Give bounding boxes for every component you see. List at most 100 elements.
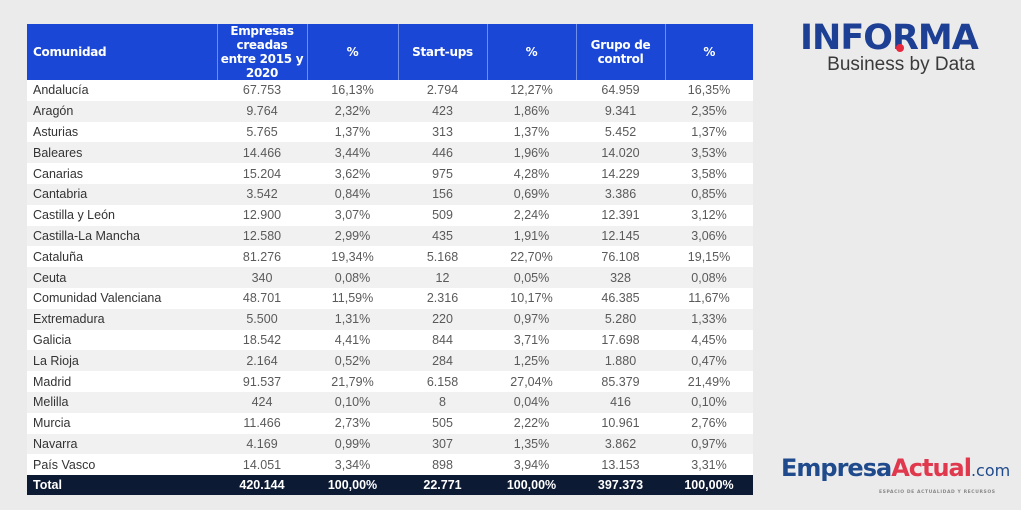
- total-label: Total: [27, 475, 217, 496]
- total-value: 397.373: [576, 475, 665, 496]
- value-cell: 11,59%: [307, 287, 398, 309]
- value-cell: 2,73%: [307, 412, 398, 434]
- value-cell: 22,70%: [487, 246, 576, 268]
- value-cell: 0,99%: [307, 433, 398, 455]
- value-cell: 0,04%: [487, 391, 576, 413]
- value-cell: 0,10%: [665, 391, 753, 413]
- value-cell: 3.862: [576, 433, 665, 455]
- region-cell: Andalucía: [27, 80, 217, 101]
- table-header-row: Comunidad Empresas creadas entre 2015 y 2…: [27, 24, 753, 80]
- table-row: Cataluña 81.276 19,34% 5.168 22,70% 76.108 19,…: [27, 246, 753, 268]
- value-cell: 19,34%: [307, 246, 398, 268]
- value-cell: 3,44%: [307, 142, 398, 164]
- value-cell: 220: [398, 308, 487, 330]
- total-row: Total 420.144 100,00% 22.771 100,00% 397.373 1…: [27, 475, 753, 496]
- table-row: Castilla-La Mancha 12.580 2,99% 435 1,91% 12.…: [27, 225, 753, 247]
- table-row: La Rioja 2.164 0,52% 284 1,25% 1.880 0,47%: [27, 350, 753, 372]
- value-cell: 10,17%: [487, 287, 576, 309]
- region-cell: Aragón: [27, 100, 217, 122]
- value-cell: 46.385: [576, 287, 665, 309]
- value-cell: 3,07%: [307, 204, 398, 226]
- table-row: Extremadura 5.500 1,31% 220 0,97% 5.280 1,33%: [27, 308, 753, 330]
- value-cell: 509: [398, 204, 487, 226]
- region-cell: La Rioja: [27, 350, 217, 372]
- value-cell: 423: [398, 100, 487, 122]
- table-row: Madrid 91.537 21,79% 6.158 27,04% 85.379 21,49…: [27, 371, 753, 392]
- value-cell: 3,58%: [665, 163, 753, 184]
- value-cell: 21,49%: [665, 371, 753, 392]
- value-cell: 1,37%: [307, 121, 398, 143]
- region-cell: Ceuta: [27, 267, 217, 288]
- logo-part-actual: Actual: [891, 454, 972, 482]
- value-cell: 424: [217, 391, 307, 413]
- value-cell: 5.280: [576, 308, 665, 330]
- value-cell: 3.386: [576, 183, 665, 205]
- value-cell: 2.164: [217, 350, 307, 372]
- value-cell: 15.204: [217, 163, 307, 184]
- logo-part-empresa: Empresa: [781, 454, 892, 482]
- value-cell: 3,12%: [665, 204, 753, 226]
- value-cell: 6.158: [398, 371, 487, 392]
- value-cell: 9.341: [576, 100, 665, 122]
- value-cell: 0,85%: [665, 183, 753, 205]
- value-cell: 307: [398, 433, 487, 455]
- table-row: Navarra 4.169 0,99% 307 1,35% 3.862 0,97%: [27, 433, 753, 455]
- value-cell: 3,94%: [487, 454, 576, 476]
- value-cell: 5.500: [217, 308, 307, 330]
- value-cell: 1,96%: [487, 142, 576, 164]
- region-cell: Navarra: [27, 433, 217, 455]
- value-cell: 13.153: [576, 454, 665, 476]
- value-cell: 844: [398, 329, 487, 351]
- region-cell: Madrid: [27, 371, 217, 392]
- value-cell: 11.466: [217, 412, 307, 434]
- total-value: 22.771: [398, 475, 487, 496]
- region-cell: Extremadura: [27, 308, 217, 330]
- value-cell: 1,35%: [487, 433, 576, 455]
- region-cell: Asturias: [27, 121, 217, 143]
- table-row: Comunidad Valenciana 48.701 11,59% 2.316 10,…: [27, 287, 753, 309]
- value-cell: 505: [398, 412, 487, 434]
- value-cell: 340: [217, 267, 307, 288]
- logo-part-com: .com: [970, 461, 1011, 480]
- informa-logo-text: INFORMA: [800, 18, 979, 58]
- value-cell: 975: [398, 163, 487, 184]
- value-cell: 1,37%: [665, 121, 753, 143]
- table-row: Castilla y León 12.900 3,07% 509 2,24% 12.391…: [27, 204, 753, 226]
- value-cell: 12: [398, 267, 487, 288]
- value-cell: 898: [398, 454, 487, 476]
- value-cell: 14.229: [576, 163, 665, 184]
- value-cell: 14.466: [217, 142, 307, 164]
- value-cell: 14.020: [576, 142, 665, 164]
- value-cell: 2,99%: [307, 225, 398, 247]
- value-cell: 12.391: [576, 204, 665, 226]
- value-cell: 9.764: [217, 100, 307, 122]
- value-cell: 0,52%: [307, 350, 398, 372]
- region-cell: Castilla-La Mancha: [27, 225, 217, 247]
- value-cell: 0,10%: [307, 391, 398, 413]
- table-row: Ceuta 340 0,08% 12 0,05% 328 0,08%: [27, 267, 753, 288]
- value-cell: 0,69%: [487, 183, 576, 205]
- value-cell: 4,41%: [307, 329, 398, 351]
- table-row: Aragón 9.764 2,32% 423 1,86% 9.341 2,35%: [27, 100, 753, 122]
- value-cell: 11,67%: [665, 287, 753, 309]
- value-cell: 1,91%: [487, 225, 576, 247]
- value-cell: 5.168: [398, 246, 487, 268]
- value-cell: 0,47%: [665, 350, 753, 372]
- value-cell: 19,15%: [665, 246, 753, 268]
- column-header: Grupo de control: [576, 24, 666, 80]
- data-table: Comunidad Empresas creadas entre 2015 y 2…: [27, 24, 753, 496]
- region-cell: Castilla y León: [27, 204, 217, 226]
- value-cell: 48.701: [217, 287, 307, 309]
- value-cell: 0,97%: [665, 433, 753, 455]
- value-cell: 67.753: [217, 80, 307, 101]
- value-cell: 0,97%: [487, 308, 576, 330]
- value-cell: 85.379: [576, 371, 665, 392]
- value-cell: 4,28%: [487, 163, 576, 184]
- value-cell: 3,71%: [487, 329, 576, 351]
- empresa-actual-tagline: ESPACIO DE ACTUALIDAD Y RECURSOS: [879, 490, 996, 495]
- total-value: 100,00%: [487, 475, 576, 496]
- value-cell: 0,08%: [665, 267, 753, 288]
- value-cell: 3,62%: [307, 163, 398, 184]
- value-cell: 0,05%: [487, 267, 576, 288]
- value-cell: 3,53%: [665, 142, 753, 164]
